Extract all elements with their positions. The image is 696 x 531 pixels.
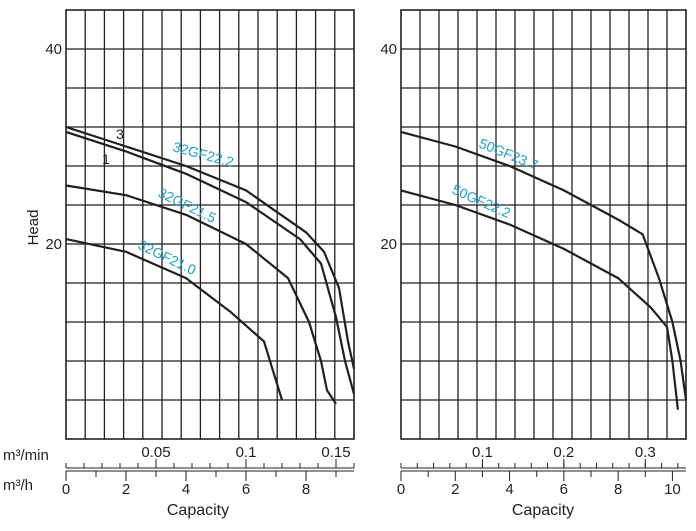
y-tick-label: 20 <box>380 236 397 253</box>
x-tick-label-secondary: 6 <box>242 481 250 498</box>
x-tick-label-secondary: 0 <box>397 481 405 498</box>
x-tick-label-primary: 0.05 <box>141 444 170 461</box>
y-tick-label: 40 <box>380 41 397 58</box>
x-unit-label: m³/h <box>3 477 33 494</box>
series-curve-32GF21.0 <box>65 238 284 401</box>
grid <box>401 10 686 439</box>
series-curve-marker-1 <box>65 130 356 395</box>
y-tick-label: 40 <box>45 41 62 58</box>
series-number-marker: 1 <box>102 151 110 167</box>
x-tick-label-secondary: 2 <box>451 481 459 498</box>
y-axis-label: Head <box>25 210 42 246</box>
series-curve-50GF23.7 <box>400 130 688 401</box>
series-curve-50GF22.2 <box>400 189 679 410</box>
grid <box>66 10 354 439</box>
chart-left-32gf: 20 40 Head 0.05 0.1 0.15 0 2 4 6 8 m³/min m³/h Capaci… <box>3 9 356 519</box>
series-label: 32GF21.0 <box>136 236 199 278</box>
plot-frame <box>400 9 687 440</box>
x-tick-label-secondary: 2 <box>122 481 130 498</box>
x-tick-label-secondary: 0 <box>62 481 70 498</box>
x-tick-label-primary: 0.1 <box>472 444 493 461</box>
series-number-marker: 3 <box>116 126 124 142</box>
x-tick-label-secondary: 10 <box>664 481 681 498</box>
plot-frame <box>65 9 355 440</box>
x-tick-label-secondary: 4 <box>182 481 190 498</box>
x-axis-label: Capacity <box>167 502 229 519</box>
x-tick-label-primary: 0.3 <box>635 444 656 461</box>
series-curve-32GF21.5 <box>65 184 337 405</box>
x-tick-label-primary: 0.2 <box>553 444 574 461</box>
x-tick-label-secondary: 6 <box>560 481 568 498</box>
y-tick-label: 20 <box>45 236 62 253</box>
x-tick-label-primary: 0.15 <box>321 444 350 461</box>
x-tick-label-secondary: 8 <box>302 481 310 498</box>
x-tick-label-secondary: 4 <box>505 481 513 498</box>
x-unit-label: m³/min <box>3 447 49 464</box>
x-tick-label-primary: 0.1 <box>236 444 257 461</box>
x-tick-label-secondary: 8 <box>614 481 622 498</box>
x-axis-label: Capacity <box>512 502 574 519</box>
series-label: 50GF23.7 <box>477 135 541 173</box>
series-curve-32GF22.2 <box>65 125 356 370</box>
